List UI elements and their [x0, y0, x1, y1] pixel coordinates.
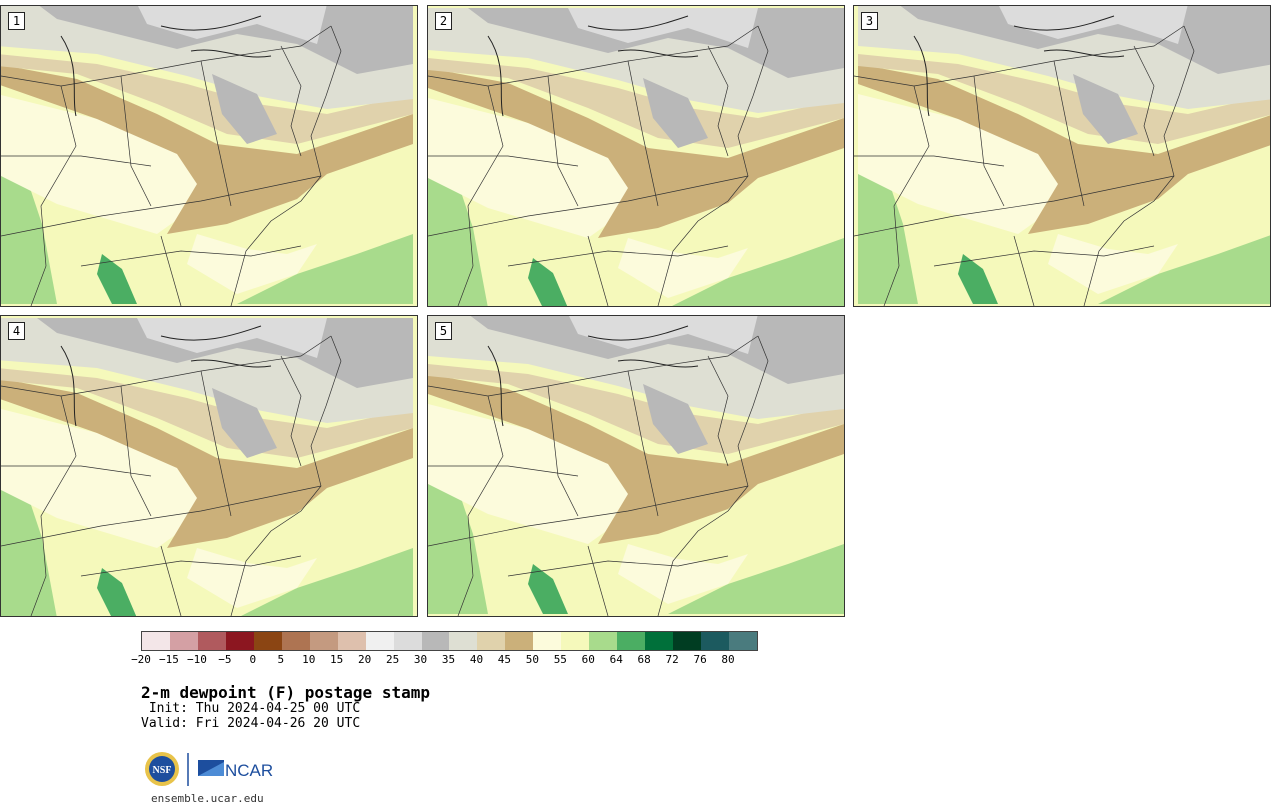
- map-panel-2: 2: [427, 5, 845, 307]
- colorbar: [141, 631, 758, 651]
- ncar-logo-text: NCAR: [225, 761, 273, 780]
- colorbar-swatch: [169, 632, 198, 650]
- colorbar-tick-label: 10: [302, 653, 316, 666]
- colorbar-tick-label: 20: [358, 653, 372, 666]
- colorbar-swatch: [253, 632, 282, 650]
- colorbar-swatch: [561, 632, 590, 650]
- map-panel-4: 4: [0, 315, 418, 617]
- nsf-logo: NSF: [145, 752, 179, 786]
- nsf-logo-text: NSF: [153, 765, 172, 776]
- colorbar-swatch: [701, 632, 730, 650]
- figure-title: 2-m dewpoint (F) postage stamp: [141, 683, 430, 702]
- colorbar-swatch: [477, 632, 506, 650]
- colorbar-swatch: [533, 632, 562, 650]
- panel-label: 5: [435, 322, 452, 340]
- colorbar-tick-label: 30: [413, 653, 428, 666]
- colorbar-tick-label: −15: [159, 653, 179, 666]
- colorbar-tick-label: 68: [637, 653, 651, 666]
- colorbar-swatch: [505, 632, 534, 650]
- map-panel-5: 5: [427, 315, 845, 617]
- panel-label: 3: [861, 12, 878, 30]
- panel-label: 1: [8, 12, 25, 30]
- colorbar-tick-label: −20: [131, 653, 151, 666]
- colorbar-tick-label: 0: [249, 653, 257, 666]
- valid-time: Valid: Fri 2024-04-26 20 UTC: [141, 716, 361, 731]
- colorbar-tick-label: 80: [721, 653, 735, 666]
- colorbar-tick-label: 15: [330, 653, 344, 666]
- colorbar-tick-label: 72: [665, 653, 679, 666]
- dewpoint-map: [1, 316, 417, 616]
- site-url: ensemble.ucar.edu: [151, 792, 264, 805]
- dewpoint-map: [428, 316, 844, 616]
- map-panel-1: 1: [0, 5, 418, 307]
- colorbar-tick-label: −10: [186, 653, 207, 666]
- colorbar-swatch: [337, 632, 366, 650]
- colorbar-swatch: [142, 632, 170, 650]
- panel-label: 4: [8, 322, 25, 340]
- colorbar-swatch: [197, 632, 226, 650]
- colorbar-tick-label: −5: [218, 653, 232, 666]
- colorbar-swatch: [365, 632, 394, 650]
- colorbar-swatch: [393, 632, 422, 650]
- colorbar-tick-label: 55: [553, 653, 567, 666]
- init-time: Init: Thu 2024-04-25 00 UTC: [141, 701, 361, 716]
- colorbar-swatch: [729, 632, 757, 650]
- colorbar-ticks: −20 −15 −10 −5 0 5 10 15 20 25 30 35 40 45 50 55 60 64 68 7…: [131, 653, 756, 667]
- colorbar-swatch: [617, 632, 646, 650]
- colorbar-tick-label: 35: [441, 653, 456, 666]
- logos: NSF NCAR: [144, 750, 284, 790]
- ncar-logo: NCAR: [198, 760, 273, 780]
- colorbar-swatch: [449, 632, 478, 650]
- dewpoint-map: [854, 6, 1270, 306]
- colorbar-swatch: [589, 632, 618, 650]
- map-panel-3: 3: [853, 5, 1271, 307]
- colorbar-swatch: [309, 632, 338, 650]
- colorbar-tick-label: 76: [693, 653, 707, 666]
- panel-label: 2: [435, 12, 452, 30]
- colorbar-swatch: [645, 632, 674, 650]
- colorbar-swatch: [421, 632, 450, 650]
- colorbar-swatch: [281, 632, 310, 650]
- dewpoint-map: [428, 6, 844, 306]
- colorbar-tick-label: 5: [277, 653, 285, 666]
- colorbar-swatch: [673, 632, 702, 650]
- colorbar-tick-label: 40: [469, 653, 484, 666]
- dewpoint-map: [1, 6, 417, 306]
- colorbar-swatch: [225, 632, 254, 650]
- colorbar-tick-label: 25: [385, 653, 400, 666]
- colorbar-tick-label: 64: [609, 653, 623, 666]
- colorbar-tick-label: 60: [581, 653, 595, 666]
- colorbar-tick-label: 50: [525, 653, 539, 666]
- colorbar-tick-label: 45: [497, 653, 512, 666]
